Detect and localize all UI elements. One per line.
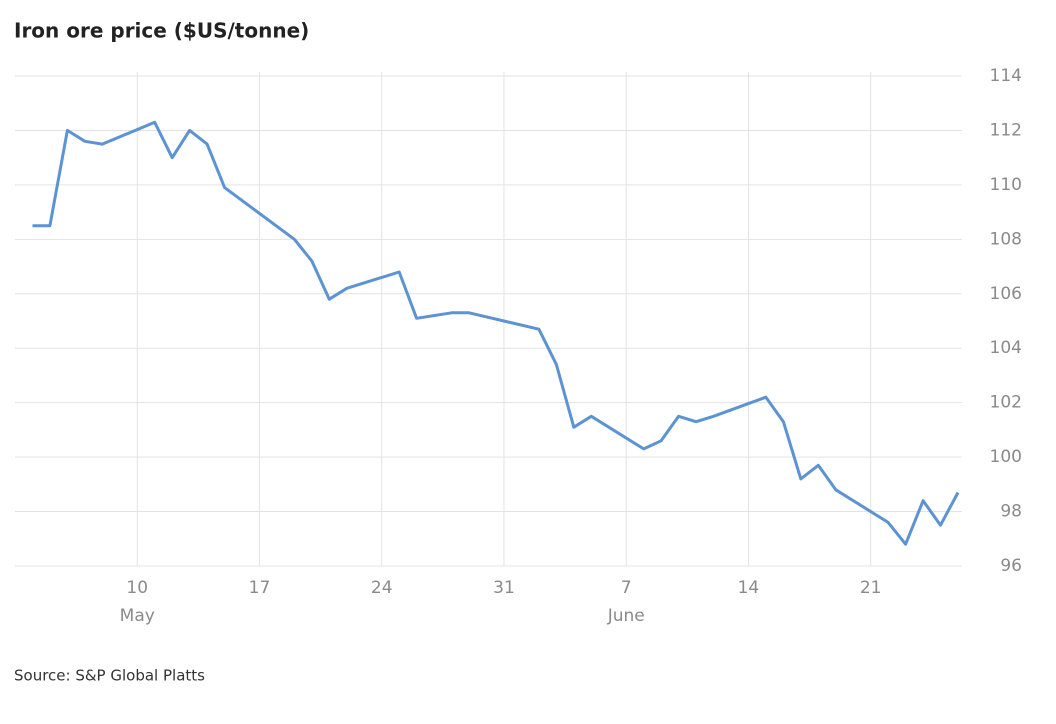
source-note: Source: S&P Global Platts [14, 667, 205, 685]
month-label: June [607, 606, 645, 626]
x-tick-label: 7 [621, 578, 632, 598]
x-tick-label: 31 [493, 578, 515, 598]
y-tick-label: 112 [990, 120, 1022, 140]
y-tick-label: 104 [990, 338, 1022, 358]
y-tick-label: 106 [990, 284, 1022, 304]
x-tick-label: 14 [738, 578, 760, 598]
x-tick-label: 21 [860, 578, 882, 598]
y-tick-label: 100 [990, 447, 1022, 467]
y-tick-label: 96 [1000, 556, 1022, 576]
y-tick-label: 110 [990, 175, 1022, 195]
month-label: May [120, 606, 155, 626]
x-tick-label: 24 [371, 578, 393, 598]
y-tick-label: 108 [990, 229, 1022, 249]
price-line [32, 120, 960, 546]
y-tick-label: 98 [1000, 502, 1022, 522]
x-tick-label: 10 [126, 578, 148, 598]
y-tick-label: 102 [990, 393, 1022, 413]
x-tick-label: 17 [249, 578, 271, 598]
chart-title: Iron ore price ($US/tonne) [14, 19, 309, 43]
y-tick-label: 114 [990, 66, 1022, 86]
